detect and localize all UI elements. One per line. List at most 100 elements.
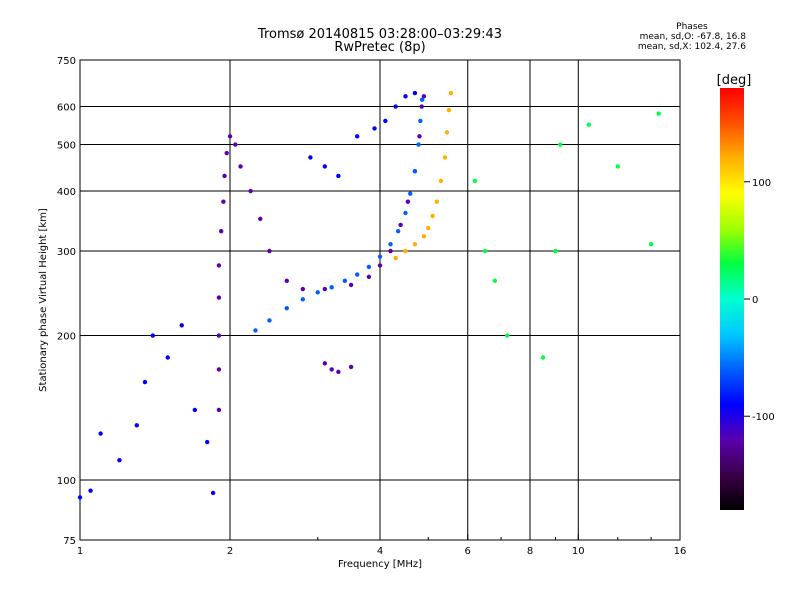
data-point	[248, 188, 253, 194]
data-point	[421, 234, 427, 239]
data-point	[216, 333, 222, 338]
y-axis: 75 100 200 300 400 500 600 750	[57, 56, 86, 547]
data-point	[342, 278, 348, 284]
data-point	[336, 173, 341, 179]
phase-stats-x: mean, sd,X: 102.4, 27.6	[637, 42, 746, 52]
data-point	[553, 248, 558, 254]
data-point	[412, 168, 418, 174]
x-axis-label: Frequency [MHz]	[338, 559, 422, 570]
data-point	[558, 142, 563, 147]
data-point	[204, 439, 210, 445]
data-point	[142, 379, 148, 385]
colorbar-tick-label: 100	[752, 178, 771, 189]
y-tick-label: 300	[57, 247, 76, 258]
data-point	[216, 263, 222, 268]
data-point	[412, 90, 418, 96]
data-point	[336, 369, 341, 375]
y-tick-label: 400	[57, 187, 76, 198]
data-point	[372, 126, 377, 131]
data-point	[165, 355, 170, 360]
data-point	[430, 213, 435, 219]
data-point	[258, 216, 263, 222]
data-point	[354, 272, 360, 277]
data-point	[98, 431, 103, 436]
data-point	[648, 241, 654, 247]
data-point	[417, 134, 422, 139]
data-point	[403, 210, 408, 216]
data-point	[238, 164, 243, 169]
data-point	[348, 282, 354, 288]
data-point	[221, 199, 226, 204]
data-point	[150, 333, 156, 338]
data-point	[448, 90, 454, 96]
data-point	[408, 191, 413, 196]
data-point	[222, 173, 227, 179]
x-tick-label: 8	[527, 546, 533, 557]
data-point	[438, 178, 444, 184]
phase-stats-heading: Phases	[676, 22, 708, 32]
data-point	[308, 155, 313, 160]
data-point	[586, 122, 592, 127]
data-point	[284, 306, 289, 311]
data-point	[77, 495, 83, 500]
data-point	[416, 142, 421, 147]
data-point	[192, 407, 198, 413]
data-point	[366, 274, 372, 280]
y-tick-label: 100	[57, 476, 76, 487]
data-point	[419, 104, 424, 109]
y-tick-label: 200	[57, 332, 76, 343]
y-tick-label: 750	[57, 56, 76, 67]
colorbar-tick-label: -100	[752, 412, 775, 423]
data-point	[267, 248, 272, 254]
y-axis-label: Stationary phase Virtual Height [km]	[38, 208, 49, 392]
x-tick-label: 6	[465, 546, 471, 557]
data-point	[398, 222, 403, 228]
data-point	[482, 248, 488, 254]
data-point	[284, 278, 289, 284]
data-point	[412, 241, 418, 247]
data-point	[267, 318, 272, 323]
chart-subtitle: RwPretec (8p)	[334, 40, 426, 55]
data-point	[210, 490, 216, 496]
data-point	[388, 248, 393, 254]
data-point	[216, 407, 222, 413]
data-point	[322, 164, 328, 169]
colorbar: [deg] -100 0 100	[717, 73, 775, 510]
data-point	[377, 263, 383, 268]
data-point	[446, 107, 452, 113]
data-point	[388, 241, 393, 247]
data-point	[227, 134, 233, 139]
data-point	[426, 225, 431, 231]
data-point	[300, 286, 306, 292]
data-point	[403, 248, 408, 254]
data-point	[403, 94, 408, 99]
data-point	[434, 199, 439, 204]
data-point	[218, 228, 224, 234]
colorbar-tick-label: 0	[752, 295, 758, 306]
data-point	[329, 285, 334, 290]
data-point	[134, 423, 139, 428]
data-point	[88, 488, 93, 493]
data-point	[442, 155, 448, 160]
data-point	[253, 328, 258, 333]
data-point	[393, 104, 398, 109]
data-point	[322, 361, 328, 366]
data-point	[329, 367, 334, 372]
x-tick-label: 10	[572, 546, 585, 557]
data-point	[395, 228, 401, 234]
data-point	[300, 297, 306, 302]
data-point	[216, 367, 222, 372]
y-tick-label: 600	[57, 103, 76, 114]
chart-title: Tromsø 20140815 03:28:00–03:29:43	[257, 27, 503, 42]
data-point	[656, 111, 661, 116]
colorbar-label: [deg]	[717, 73, 752, 88]
phase-stats-o: mean, sd,O: -67.8, 16.8	[639, 32, 746, 42]
data-point	[224, 150, 229, 156]
data-point	[393, 255, 398, 261]
data-point	[366, 264, 372, 270]
x-tick-label: 16	[674, 546, 687, 557]
x-tick-label: 2	[227, 546, 233, 557]
x-tick-label: 1	[77, 546, 83, 557]
data-point	[216, 295, 222, 300]
